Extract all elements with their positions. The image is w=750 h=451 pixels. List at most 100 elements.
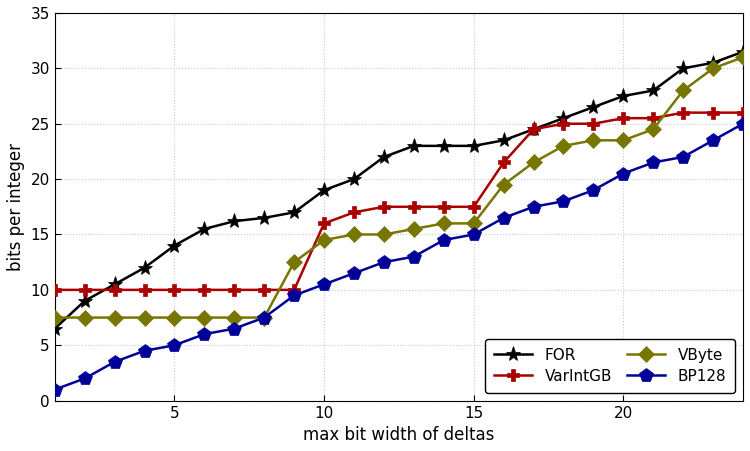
VByte [649,127,658,132]
VByte [110,315,119,320]
BP128 [709,138,718,143]
BP128 [739,121,748,126]
VarIntGB [470,204,478,210]
FOR [110,281,119,287]
VarIntGB [709,110,718,115]
VByte [559,143,568,148]
VarIntGB [80,287,89,293]
BP128 [679,154,688,160]
VarIntGB [200,287,208,293]
VarIntGB [619,115,628,121]
FOR [200,226,208,232]
FOR [50,326,59,331]
VarIntGB [559,121,568,126]
FOR [739,49,748,55]
BP128 [50,387,59,392]
BP128 [350,271,358,276]
VByte [470,221,478,226]
BP128 [410,254,419,259]
VByte [739,55,748,60]
BP128 [200,331,208,337]
VByte [350,232,358,237]
VByte [80,315,89,320]
VarIntGB [649,115,658,121]
VarIntGB [500,160,508,165]
FOR [679,66,688,71]
VarIntGB [110,287,119,293]
Line: VByte: VByte [50,52,748,323]
BP128 [320,281,328,287]
VByte [320,237,328,243]
BP128 [589,188,598,193]
Y-axis label: bits per integer: bits per integer [7,143,25,271]
BP128 [649,160,658,165]
Line: FOR: FOR [47,44,750,336]
VByte [50,315,59,320]
FOR [320,188,328,193]
VarIntGB [140,287,149,293]
FOR [649,88,658,93]
VByte [500,182,508,187]
VarIntGB [290,287,298,293]
FOR [260,215,268,221]
VByte [140,315,149,320]
VByte [260,315,268,320]
VByte [200,315,208,320]
Line: VarIntGB: VarIntGB [50,107,748,295]
VarIntGB [50,287,59,293]
BP128 [619,171,628,176]
BP128 [140,348,149,354]
FOR [559,115,568,121]
BP128 [170,343,179,348]
VarIntGB [589,121,598,126]
VByte [440,221,448,226]
VByte [380,232,388,237]
FOR [709,60,718,65]
FOR [230,218,238,224]
VarIntGB [410,204,419,210]
FOR [140,265,149,271]
VarIntGB [380,204,388,210]
FOR [410,143,419,148]
X-axis label: max bit width of deltas: max bit width of deltas [303,426,494,444]
VarIntGB [679,110,688,115]
VarIntGB [529,127,538,132]
VByte [410,226,419,232]
VByte [679,88,688,93]
VarIntGB [350,210,358,215]
VarIntGB [739,110,748,115]
FOR [529,127,538,132]
VarIntGB [170,287,179,293]
FOR [619,93,628,99]
VByte [290,259,298,265]
VByte [619,138,628,143]
BP128 [110,359,119,364]
VarIntGB [320,221,328,226]
VarIntGB [260,287,268,293]
BP128 [230,326,238,331]
Legend: FOR, VarIntGB, VByte, BP128: FOR, VarIntGB, VByte, BP128 [484,339,736,393]
Line: BP128: BP128 [48,117,750,396]
FOR [350,176,358,182]
FOR [80,298,89,304]
VByte [589,138,598,143]
VarIntGB [440,204,448,210]
FOR [500,138,508,143]
VByte [230,315,238,320]
BP128 [529,204,538,210]
FOR [589,104,598,110]
BP128 [260,315,268,320]
BP128 [559,198,568,204]
FOR [440,143,448,148]
BP128 [380,259,388,265]
VarIntGB [230,287,238,293]
BP128 [470,232,478,237]
BP128 [290,293,298,298]
VByte [170,315,179,320]
FOR [470,143,478,148]
VByte [709,66,718,71]
BP128 [440,237,448,243]
FOR [290,210,298,215]
FOR [380,154,388,160]
VByte [529,160,538,165]
